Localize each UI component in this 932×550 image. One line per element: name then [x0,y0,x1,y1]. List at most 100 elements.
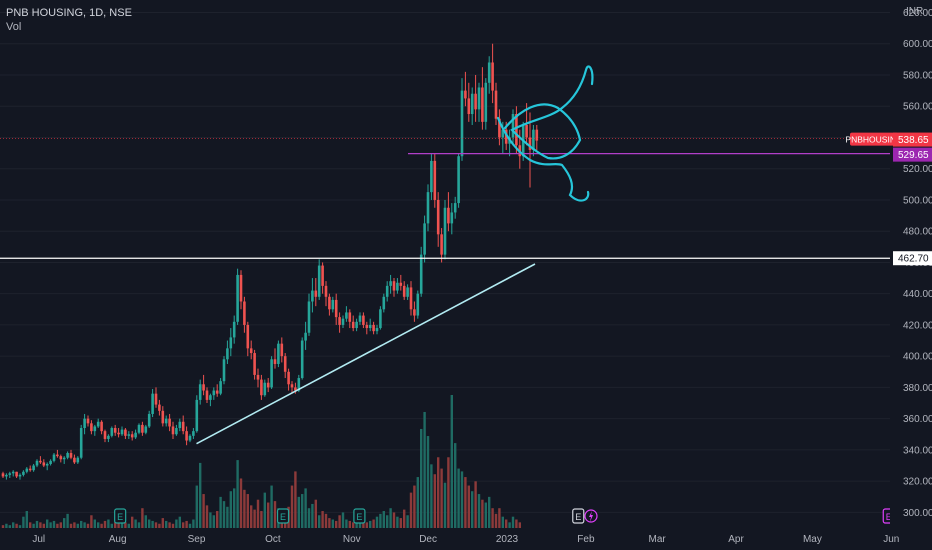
candle-body [22,471,25,475]
volume-bar [202,494,205,528]
volume-bar [443,482,447,528]
candle-body [467,98,471,115]
volume-bar [396,516,399,528]
candle-body [25,468,29,472]
price-tick-label: 520.00 [903,164,932,175]
candle-body [246,324,250,349]
volume-bar [447,457,450,528]
time-tick-label: Dec [419,534,437,545]
candle-body [260,379,263,396]
candle-body [487,62,491,83]
time-tick-label: Feb [577,534,595,545]
candle-body [100,421,103,432]
candle-body [256,374,260,380]
candle-body [406,287,409,297]
candle-body [209,395,212,400]
candle-body [453,203,457,213]
chart-grid [0,11,890,513]
volume-bar [263,492,266,528]
candle-body [90,423,93,432]
candle-body [124,429,127,436]
candle-body [195,399,199,432]
candle-body [32,465,35,471]
volume-bar [137,522,141,528]
hand-drawn-annotation[interactable] [496,65,594,202]
time-axis[interactable]: Jul Aug Sep Oct Nov Dec 2023 Feb Mar Apr May Jun [32,534,899,545]
candle-body [324,285,328,297]
volume-bar [90,515,93,528]
volume-bar [83,522,86,528]
candle-body [134,432,137,438]
time-tick-label: Mar [649,534,667,545]
candle-body [280,343,284,357]
candle-body [215,390,219,394]
volume-bar [498,508,501,528]
candle-body [5,474,8,477]
volume-bar [413,485,416,528]
trendline[interactable] [196,263,536,445]
candle-body [372,324,375,332]
volume-bar [192,519,195,528]
price-tick-label: 420.00 [903,320,932,331]
volume-bar [178,516,181,528]
volume-bar [352,522,355,528]
volume-bar [406,515,409,528]
horizontal-lines[interactable] [0,138,890,259]
candle-body [120,429,124,435]
volume-bar [440,468,443,528]
candle-body [351,321,355,329]
candle-body [144,426,148,433]
volume-bar [226,506,229,528]
volume-bar [168,522,171,528]
volume-bar [399,518,402,528]
candle-body [375,328,379,332]
volume-bar [151,520,154,528]
volume-bar [386,515,389,528]
candle-body [42,462,46,466]
candle-body [413,309,416,316]
candle-body [433,160,437,200]
volume-bar [355,519,358,528]
candlesticks [1,43,539,480]
volume-bar [260,511,263,528]
volume-bar [144,515,147,528]
candle-body [321,265,324,286]
candle-body [28,468,32,471]
candle-body [35,460,39,466]
volume-bar [515,519,518,528]
volume-bar [18,525,22,528]
volume-bar [321,511,324,528]
volume-bar [348,520,351,528]
candle-body [178,421,182,429]
volume-bar [450,395,453,528]
symbol-title[interactable]: PNB HOUSING, 1D, NSE [6,7,132,19]
candle-body [345,312,348,319]
candle-body [56,454,59,457]
time-tick-label: Aug [109,534,127,545]
volume-bar [229,491,232,528]
time-tick-label: Sep [188,534,206,545]
candle-body [416,293,420,316]
volume-bar [216,511,219,528]
candle-body [277,343,280,364]
volume-bar [358,520,362,528]
volume-bar [97,522,100,528]
candle-body [317,265,321,297]
candle-body [287,371,290,385]
volume-bar [209,512,212,528]
price-axis[interactable]: 300.00 320.00 340.00 360.00 380.00 400.00 420.… [890,0,932,550]
candle-body [328,296,331,310]
candle-body [11,471,15,474]
volume-bar [15,523,18,528]
candle-body [192,431,195,436]
candle-body [447,207,450,224]
candle-body [399,282,403,286]
volume-bar [491,508,494,528]
candle-body [450,212,454,224]
price-tick-label: 480.00 [903,227,932,238]
volume-bar [362,522,365,528]
volume-bar [508,522,511,528]
volume-bar [188,523,192,528]
volume-bar [86,523,90,528]
